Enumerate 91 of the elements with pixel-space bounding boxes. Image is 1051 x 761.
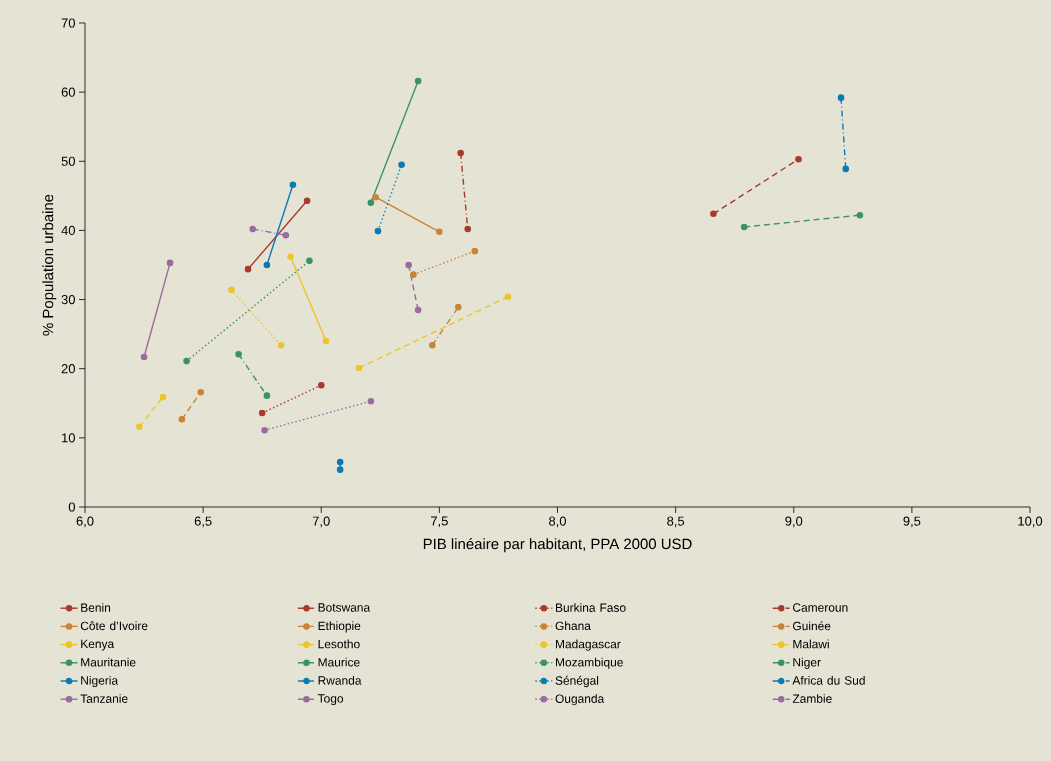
- point: [710, 210, 717, 218]
- legend-label: Niger: [793, 657, 821, 669]
- point: [249, 225, 257, 233]
- x-tick-label: 9,5: [903, 516, 921, 528]
- point: [429, 341, 436, 349]
- x-axis-title: PIB linéaire par habitant, PPA 2000 USD: [423, 538, 692, 553]
- legend-label: Mozambique: [556, 657, 623, 669]
- point: [140, 353, 148, 361]
- point: [317, 382, 325, 389]
- point: [405, 261, 412, 269]
- y-tick-label: 60: [61, 87, 75, 97]
- point: [306, 257, 313, 265]
- point: [289, 181, 297, 189]
- x-tick-label: 9,0: [785, 516, 803, 528]
- point: [367, 397, 375, 405]
- point: [398, 161, 405, 169]
- point: [454, 303, 462, 311]
- point: [367, 199, 375, 207]
- point: [471, 247, 479, 255]
- legend-label: Rwanda: [318, 675, 362, 685]
- point: [374, 227, 382, 235]
- legend-label: Togo: [317, 694, 344, 706]
- point: [740, 223, 748, 231]
- point: [159, 393, 167, 401]
- y-tick-label: 40: [61, 225, 75, 235]
- point: [837, 94, 845, 101]
- legend-label: Ethiopie: [318, 621, 361, 633]
- legend-label: Mauritanie: [81, 657, 136, 667]
- point: [287, 253, 294, 260]
- x-tick-label: 8,5: [667, 516, 685, 528]
- x-tick-label: 7,5: [431, 516, 448, 528]
- legend-label: Malawi: [793, 639, 829, 649]
- point: [457, 149, 464, 157]
- point: [842, 165, 850, 173]
- point: [258, 409, 266, 417]
- legend-label: Cameroun: [793, 603, 848, 612]
- point: [282, 231, 290, 239]
- legend-label: Lesotho: [318, 639, 360, 649]
- y-tick-label: 30: [61, 294, 75, 305]
- legend-label: Ouganda: [555, 694, 605, 706]
- legend-label: Madagascar: [556, 639, 621, 651]
- legend-label: Guinée: [792, 621, 831, 631]
- x-tick-label: 8,0: [549, 516, 567, 528]
- legend-label: Burkina Faso: [556, 603, 626, 612]
- legend-label: Kenya: [81, 639, 115, 651]
- point: [410, 271, 417, 278]
- point: [183, 357, 190, 365]
- legend-label: Côte d’Ivoire: [80, 621, 148, 631]
- point: [263, 392, 271, 399]
- legend-label: Benin: [81, 603, 111, 612]
- x-tick-label: 6,5: [194, 516, 212, 528]
- legend-label: Ghana: [555, 621, 591, 631]
- y-tick-label: 50: [61, 156, 75, 166]
- legend-label: Maurice: [318, 657, 360, 667]
- point: [436, 228, 443, 236]
- legend-label: Africa du Sud: [792, 675, 865, 685]
- y-tick-label: 10: [62, 433, 75, 443]
- y-tick-label: 20: [61, 364, 75, 374]
- point: [197, 388, 205, 396]
- point: [355, 364, 363, 372]
- legend-label: Zambie: [792, 694, 832, 703]
- point: [228, 286, 235, 294]
- point: [414, 306, 422, 314]
- point: [235, 350, 242, 358]
- point: [277, 341, 285, 349]
- legend-label: Sénégal: [555, 675, 599, 688]
- point: [322, 337, 330, 345]
- x-tick-label: 6,0: [76, 516, 94, 528]
- y-tick-label: 70: [61, 18, 75, 28]
- point: [795, 155, 802, 163]
- point: [303, 197, 311, 204]
- point: [136, 423, 143, 431]
- point: [504, 293, 512, 301]
- legend-label: Nigeria: [81, 675, 119, 688]
- point: [414, 77, 422, 85]
- x-tick-label: 7,0: [312, 516, 330, 528]
- y-tick-label: 0: [68, 502, 75, 512]
- legend-label: Tanzanie: [80, 694, 128, 703]
- y-axis-title: % Population urbaine: [42, 194, 57, 336]
- point: [263, 261, 271, 269]
- point: [336, 458, 344, 466]
- point: [261, 426, 268, 434]
- point: [372, 193, 379, 201]
- legend-label: Botswana: [318, 603, 371, 612]
- point: [464, 225, 472, 233]
- x-tick-label: 10,0: [1018, 516, 1043, 528]
- point: [178, 415, 186, 423]
- point: [856, 211, 864, 219]
- point: [166, 259, 174, 267]
- point: [336, 466, 344, 473]
- point: [244, 265, 252, 273]
